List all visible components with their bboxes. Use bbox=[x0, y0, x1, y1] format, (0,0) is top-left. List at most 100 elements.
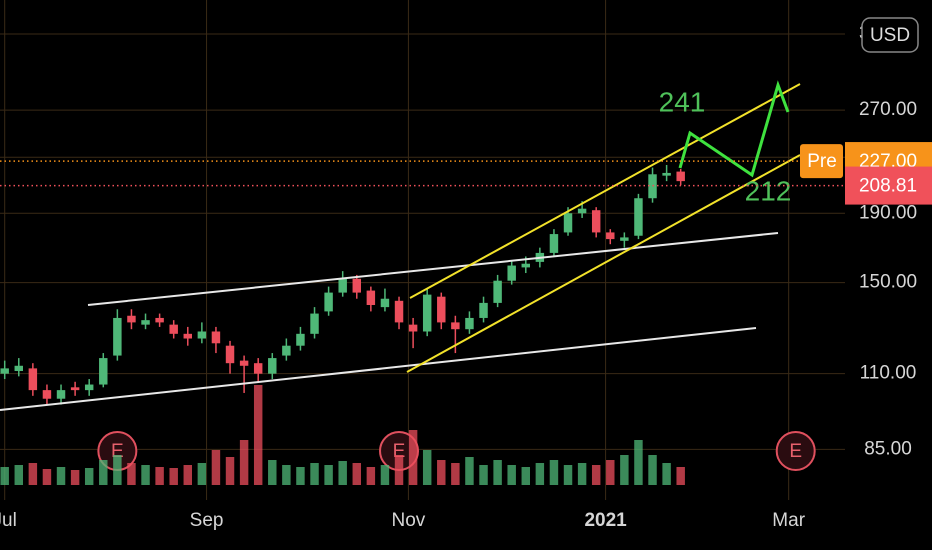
volume-bar bbox=[479, 465, 488, 485]
earnings-marker bbox=[775, 431, 816, 471]
volume-bar bbox=[197, 463, 207, 485]
price-prefix: Pre bbox=[807, 151, 837, 172]
volume-bar bbox=[225, 457, 235, 485]
volume-bar bbox=[648, 455, 657, 485]
volume-bar bbox=[70, 470, 80, 485]
candle-body bbox=[239, 360, 249, 366]
volume-bar bbox=[422, 450, 432, 485]
candle-body bbox=[521, 263, 531, 268]
volume-bar bbox=[211, 450, 221, 485]
volume-bar bbox=[563, 465, 573, 485]
volume-bar bbox=[84, 468, 94, 485]
x-tick-label: Nov bbox=[392, 510, 426, 531]
candle-body bbox=[211, 331, 221, 344]
candle-body bbox=[408, 324, 418, 332]
candle-body bbox=[113, 317, 122, 356]
candle-body bbox=[422, 294, 432, 332]
price-prefix-box bbox=[800, 144, 843, 179]
candle-body bbox=[591, 210, 601, 233]
trend-line bbox=[87, 232, 779, 306]
price-label-box bbox=[845, 166, 932, 205]
candle-body bbox=[253, 363, 263, 374]
candle-body bbox=[620, 237, 629, 241]
candle-body bbox=[296, 333, 305, 346]
candle-layer bbox=[0, 164, 685, 405]
drawings: 241 212 bbox=[0, 80, 801, 411]
volume-bar bbox=[0, 467, 9, 485]
volume-bar bbox=[591, 465, 601, 485]
volume-bar bbox=[352, 463, 362, 485]
volume-bar bbox=[56, 467, 66, 485]
candle-body bbox=[99, 358, 108, 385]
volume-bar bbox=[141, 465, 150, 485]
volume-bar bbox=[394, 455, 404, 485]
volume-bar bbox=[155, 467, 164, 485]
x-tick-label: Jul bbox=[0, 510, 17, 531]
volume-bar bbox=[676, 467, 685, 485]
volume-bar bbox=[239, 440, 249, 485]
candle-body bbox=[155, 317, 164, 323]
volume-bar bbox=[577, 463, 587, 485]
volume-bar bbox=[113, 455, 122, 485]
volume-bar bbox=[42, 469, 52, 485]
candle-body bbox=[141, 320, 150, 325]
candle-body bbox=[479, 302, 488, 318]
candle-body bbox=[84, 384, 94, 391]
volume-bar bbox=[620, 455, 629, 485]
candle-body bbox=[14, 365, 24, 372]
candle-body bbox=[563, 213, 573, 233]
y-tick-label: 270.00 bbox=[859, 99, 917, 120]
volume-bar bbox=[310, 463, 319, 485]
volume-bar bbox=[634, 440, 643, 485]
y-tick-label: 110.00 bbox=[860, 363, 917, 384]
y-tick-label: 150.00 bbox=[859, 272, 917, 293]
candle-body bbox=[577, 208, 587, 214]
candle-body bbox=[451, 322, 460, 330]
volume-bar bbox=[493, 460, 502, 485]
volume-bar bbox=[268, 460, 277, 485]
candle-body bbox=[127, 315, 136, 323]
candle-body bbox=[366, 290, 376, 306]
candle-body bbox=[437, 296, 446, 323]
candle-body bbox=[70, 387, 80, 391]
candle-body bbox=[676, 171, 685, 182]
candle-body bbox=[465, 317, 474, 330]
volume-bar bbox=[606, 460, 615, 485]
annotation: 241 bbox=[659, 86, 706, 117]
currency-badge: USD bbox=[861, 17, 919, 53]
volume-bar bbox=[451, 463, 460, 485]
volume-bar bbox=[535, 463, 545, 485]
candle-body bbox=[352, 278, 362, 293]
candle-body bbox=[268, 358, 277, 374]
volume-bar bbox=[662, 463, 671, 485]
candle-body bbox=[0, 368, 9, 374]
projection-path bbox=[678, 80, 790, 178]
x-tick-label: Sep bbox=[190, 510, 224, 531]
badge-box bbox=[861, 17, 919, 53]
volume-bar bbox=[437, 460, 446, 485]
candle-body bbox=[183, 333, 193, 339]
volume-bar bbox=[465, 457, 474, 485]
candle-body bbox=[310, 313, 319, 334]
channel-line bbox=[406, 154, 801, 373]
volume-bar bbox=[324, 465, 333, 485]
volume-bar bbox=[507, 465, 516, 485]
volume-bar bbox=[183, 465, 193, 485]
trend-line bbox=[0, 327, 757, 411]
candle-body bbox=[169, 324, 178, 334]
volume-bar bbox=[253, 385, 263, 485]
volume-bar bbox=[380, 465, 390, 485]
candle-body bbox=[282, 345, 291, 356]
price-label: 208.81 bbox=[859, 176, 917, 197]
candle-body bbox=[662, 172, 671, 176]
volume-bar bbox=[521, 467, 531, 485]
volume-bar bbox=[338, 461, 347, 485]
volume-bar bbox=[169, 468, 178, 485]
candle-body bbox=[394, 300, 404, 323]
candle-body bbox=[28, 368, 38, 391]
candle-body bbox=[493, 280, 502, 303]
candle-body bbox=[324, 292, 333, 312]
volume-bar bbox=[282, 465, 291, 485]
candle-body bbox=[338, 278, 347, 293]
